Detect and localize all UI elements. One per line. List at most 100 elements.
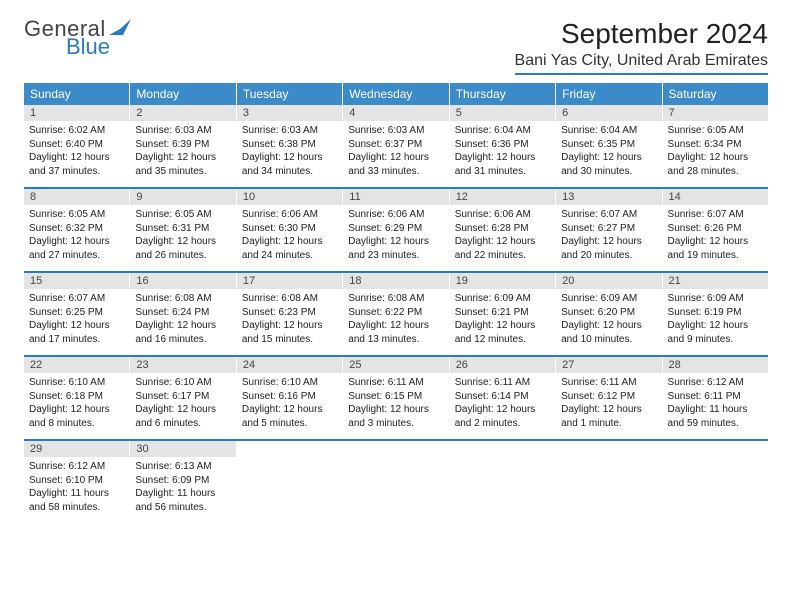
sunrise-text: Sunrise: 6:08 AM xyxy=(135,292,230,306)
page-title: September 2024 xyxy=(515,18,768,50)
day-details: Sunrise: 6:06 AMSunset: 6:30 PMDaylight:… xyxy=(237,205,342,266)
day-number: 23 xyxy=(130,357,235,373)
day-details: Sunrise: 6:08 AMSunset: 6:23 PMDaylight:… xyxy=(237,289,342,350)
week-row: 15Sunrise: 6:07 AMSunset: 6:25 PMDayligh… xyxy=(24,273,768,357)
sunset-text: Sunset: 6:11 PM xyxy=(668,390,763,404)
day-details: Sunrise: 6:09 AMSunset: 6:21 PMDaylight:… xyxy=(450,289,555,350)
calendar-cell: 14Sunrise: 6:07 AMSunset: 6:26 PMDayligh… xyxy=(663,189,768,271)
day-number: 16 xyxy=(130,273,235,289)
sunrise-text: Sunrise: 6:09 AM xyxy=(561,292,656,306)
daylight-text: Daylight: 12 hours and 13 minutes. xyxy=(348,319,443,346)
calendar-cell: 24Sunrise: 6:10 AMSunset: 6:16 PMDayligh… xyxy=(237,357,343,439)
calendar-cell: 19Sunrise: 6:09 AMSunset: 6:21 PMDayligh… xyxy=(450,273,556,355)
calendar-cell: 4Sunrise: 6:03 AMSunset: 6:37 PMDaylight… xyxy=(343,105,449,187)
sunset-text: Sunset: 6:32 PM xyxy=(29,222,124,236)
day-details: Sunrise: 6:09 AMSunset: 6:20 PMDaylight:… xyxy=(556,289,661,350)
sunset-text: Sunset: 6:20 PM xyxy=(561,306,656,320)
day-details: Sunrise: 6:10 AMSunset: 6:18 PMDaylight:… xyxy=(24,373,129,434)
day-details: Sunrise: 6:03 AMSunset: 6:39 PMDaylight:… xyxy=(130,121,235,182)
daylight-text: Daylight: 12 hours and 2 minutes. xyxy=(455,403,550,430)
sunrise-text: Sunrise: 6:11 AM xyxy=(561,376,656,390)
day-details: Sunrise: 6:07 AMSunset: 6:27 PMDaylight:… xyxy=(556,205,661,266)
sunrise-text: Sunrise: 6:06 AM xyxy=(242,208,337,222)
daylight-text: Daylight: 11 hours and 59 minutes. xyxy=(668,403,763,430)
daylight-text: Daylight: 12 hours and 28 minutes. xyxy=(668,151,763,178)
sunset-text: Sunset: 6:34 PM xyxy=(668,138,763,152)
dow-tuesday: Tuesday xyxy=(237,83,343,105)
day-number: 2 xyxy=(130,105,235,121)
day-number: 26 xyxy=(450,357,555,373)
calendar-cell: 6Sunrise: 6:04 AMSunset: 6:35 PMDaylight… xyxy=(556,105,662,187)
dow-sunday: Sunday xyxy=(24,83,130,105)
calendar-cell: 1Sunrise: 6:02 AMSunset: 6:40 PMDaylight… xyxy=(24,105,130,187)
sunset-text: Sunset: 6:12 PM xyxy=(561,390,656,404)
day-number: 28 xyxy=(663,357,768,373)
logo-text-blue: Blue xyxy=(66,36,131,58)
day-details: Sunrise: 6:08 AMSunset: 6:24 PMDaylight:… xyxy=(130,289,235,350)
day-number: 1 xyxy=(24,105,129,121)
calendar-cell: 5Sunrise: 6:04 AMSunset: 6:36 PMDaylight… xyxy=(450,105,556,187)
day-number: 14 xyxy=(663,189,768,205)
daylight-text: Daylight: 12 hours and 23 minutes. xyxy=(348,235,443,262)
sunrise-text: Sunrise: 6:11 AM xyxy=(455,376,550,390)
daylight-text: Daylight: 12 hours and 26 minutes. xyxy=(135,235,230,262)
logo: General Blue xyxy=(24,18,131,58)
calendar-cell xyxy=(450,441,556,523)
daylight-text: Daylight: 12 hours and 22 minutes. xyxy=(455,235,550,262)
calendar-cell xyxy=(663,441,768,523)
dow-friday: Friday xyxy=(556,83,662,105)
daylight-text: Daylight: 12 hours and 30 minutes. xyxy=(561,151,656,178)
daylight-text: Daylight: 12 hours and 1 minute. xyxy=(561,403,656,430)
day-details: Sunrise: 6:03 AMSunset: 6:38 PMDaylight:… xyxy=(237,121,342,182)
daylight-text: Daylight: 12 hours and 37 minutes. xyxy=(29,151,124,178)
calendar-cell: 17Sunrise: 6:08 AMSunset: 6:23 PMDayligh… xyxy=(237,273,343,355)
day-details: Sunrise: 6:07 AMSunset: 6:25 PMDaylight:… xyxy=(24,289,129,350)
sunrise-text: Sunrise: 6:05 AM xyxy=(668,124,763,138)
sunrise-text: Sunrise: 6:04 AM xyxy=(561,124,656,138)
sunrise-text: Sunrise: 6:08 AM xyxy=(348,292,443,306)
daylight-text: Daylight: 12 hours and 19 minutes. xyxy=(668,235,763,262)
sunrise-text: Sunrise: 6:07 AM xyxy=(561,208,656,222)
sunrise-text: Sunrise: 6:09 AM xyxy=(668,292,763,306)
day-number: 4 xyxy=(343,105,448,121)
daylight-text: Daylight: 12 hours and 31 minutes. xyxy=(455,151,550,178)
sunset-text: Sunset: 6:10 PM xyxy=(29,474,124,488)
day-details: Sunrise: 6:10 AMSunset: 6:16 PMDaylight:… xyxy=(237,373,342,434)
calendar-cell: 22Sunrise: 6:10 AMSunset: 6:18 PMDayligh… xyxy=(24,357,130,439)
day-of-week-header: SundayMondayTuesdayWednesdayThursdayFrid… xyxy=(24,83,768,105)
daylight-text: Daylight: 12 hours and 5 minutes. xyxy=(242,403,337,430)
sunrise-text: Sunrise: 6:10 AM xyxy=(135,376,230,390)
sunset-text: Sunset: 6:23 PM xyxy=(242,306,337,320)
day-details: Sunrise: 6:03 AMSunset: 6:37 PMDaylight:… xyxy=(343,121,448,182)
dow-thursday: Thursday xyxy=(450,83,556,105)
day-details: Sunrise: 6:10 AMSunset: 6:17 PMDaylight:… xyxy=(130,373,235,434)
header: General Blue September 2024 Bani Yas Cit… xyxy=(24,18,768,75)
sunrise-text: Sunrise: 6:07 AM xyxy=(29,292,124,306)
calendar-cell: 12Sunrise: 6:06 AMSunset: 6:28 PMDayligh… xyxy=(450,189,556,271)
sunrise-text: Sunrise: 6:09 AM xyxy=(455,292,550,306)
sunrise-text: Sunrise: 6:10 AM xyxy=(29,376,124,390)
calendar-cell: 10Sunrise: 6:06 AMSunset: 6:30 PMDayligh… xyxy=(237,189,343,271)
sunrise-text: Sunrise: 6:13 AM xyxy=(135,460,230,474)
calendar-cell: 28Sunrise: 6:12 AMSunset: 6:11 PMDayligh… xyxy=(663,357,768,439)
sunset-text: Sunset: 6:17 PM xyxy=(135,390,230,404)
sunset-text: Sunset: 6:38 PM xyxy=(242,138,337,152)
day-number: 12 xyxy=(450,189,555,205)
calendar-cell: 30Sunrise: 6:13 AMSunset: 6:09 PMDayligh… xyxy=(130,441,236,523)
day-details: Sunrise: 6:05 AMSunset: 6:31 PMDaylight:… xyxy=(130,205,235,266)
day-number: 20 xyxy=(556,273,661,289)
sunrise-text: Sunrise: 6:06 AM xyxy=(348,208,443,222)
day-number: 29 xyxy=(24,441,129,457)
calendar-cell: 11Sunrise: 6:06 AMSunset: 6:29 PMDayligh… xyxy=(343,189,449,271)
sunrise-text: Sunrise: 6:05 AM xyxy=(29,208,124,222)
location-subtitle: Bani Yas City, United Arab Emirates xyxy=(515,52,768,75)
dow-saturday: Saturday xyxy=(663,83,768,105)
sunset-text: Sunset: 6:37 PM xyxy=(348,138,443,152)
week-row: 29Sunrise: 6:12 AMSunset: 6:10 PMDayligh… xyxy=(24,441,768,523)
day-number: 8 xyxy=(24,189,129,205)
daylight-text: Daylight: 12 hours and 16 minutes. xyxy=(135,319,230,346)
day-details: Sunrise: 6:11 AMSunset: 6:15 PMDaylight:… xyxy=(343,373,448,434)
day-number: 6 xyxy=(556,105,661,121)
sunset-text: Sunset: 6:27 PM xyxy=(561,222,656,236)
sunset-text: Sunset: 6:30 PM xyxy=(242,222,337,236)
